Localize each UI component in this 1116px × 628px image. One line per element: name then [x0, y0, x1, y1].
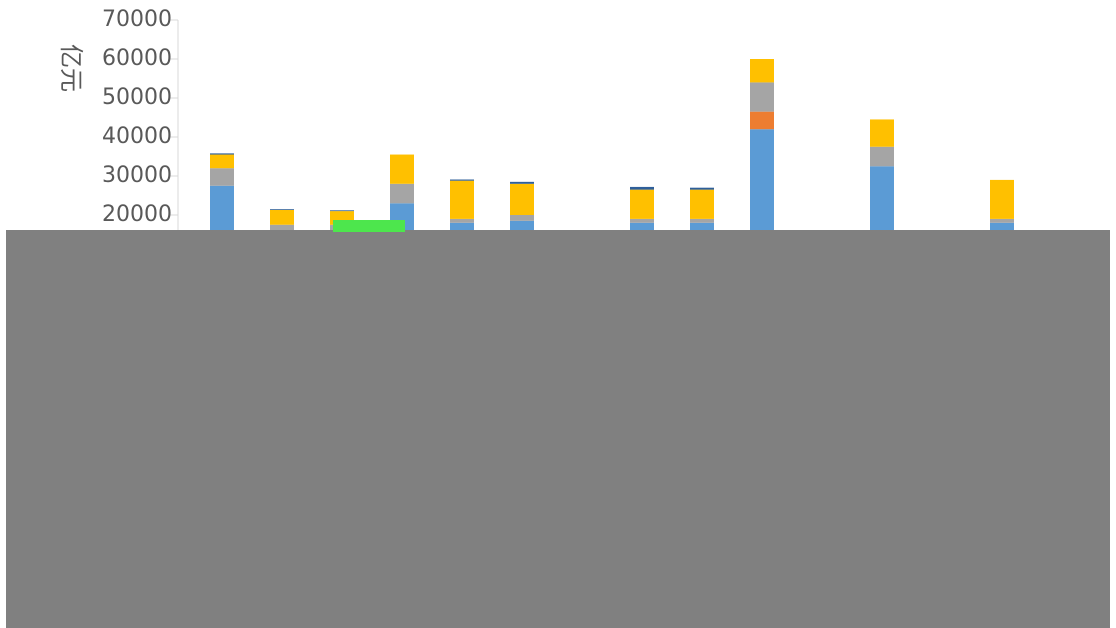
bar-segment [630, 218, 654, 223]
y-tick-label: 30000 [102, 163, 172, 188]
bar-segment [390, 154, 414, 184]
bar-segment [990, 218, 1014, 223]
bar-segment [690, 187, 714, 190]
y-axis-unit-label: 亿元 [57, 44, 85, 92]
bar-segment [270, 224, 294, 231]
bar-segment [450, 180, 474, 219]
bar-segment [750, 59, 774, 83]
bar-segment [270, 209, 294, 225]
bar-segment [390, 183, 414, 204]
bar-segment [210, 154, 234, 169]
bar-segment [210, 153, 234, 155]
y-tick-label: 60000 [102, 46, 172, 71]
bar-segment [210, 168, 234, 186]
y-tick-label: 20000 [102, 202, 172, 227]
gray-overlay-panel [6, 230, 1110, 628]
green-highlight-marker [333, 220, 405, 232]
bar-segment [870, 146, 894, 167]
bar-segment [510, 215, 534, 221]
bar-segment [750, 82, 774, 112]
bar-segment [750, 111, 774, 130]
y-axis-ticks: 70000 60000 50000 40000 30000 20000 [102, 7, 178, 227]
bar-segment [450, 179, 474, 181]
y-tick-label: 40000 [102, 124, 172, 149]
bar-segment [510, 181, 534, 184]
bar-segment [690, 189, 714, 219]
y-tick-label: 50000 [102, 85, 172, 110]
y-tick-label: 70000 [102, 7, 172, 32]
bar-segment [630, 189, 654, 219]
bar-segment [270, 209, 294, 210]
bar-segment [630, 186, 654, 190]
bar-segment [690, 218, 714, 223]
bar-segment [990, 179, 1014, 219]
bar-segment [330, 210, 354, 212]
bar-segment [870, 119, 894, 147]
bar-segment [510, 183, 534, 215]
bar-segment [450, 218, 474, 223]
